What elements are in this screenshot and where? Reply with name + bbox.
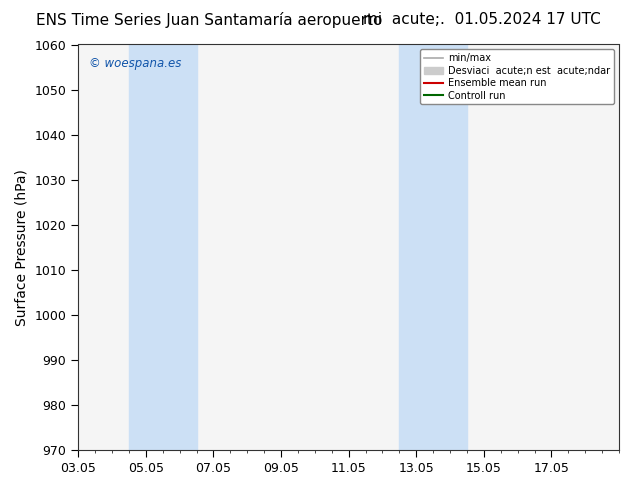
Bar — [399, 45, 467, 450]
Bar — [129, 45, 197, 450]
Text: mi  acute;.  01.05.2024 17 UTC: mi acute;. 01.05.2024 17 UTC — [363, 12, 601, 27]
Legend: min/max, Desviaci  acute;n est  acute;ndar, Ensemble mean run, Controll run: min/max, Desviaci acute;n est acute;ndar… — [420, 49, 614, 104]
Text: ENS Time Series Juan Santamaría aeropuerto: ENS Time Series Juan Santamaría aeropuer… — [36, 12, 382, 28]
Text: © woespana.es: © woespana.es — [89, 57, 181, 70]
Y-axis label: Surface Pressure (hPa): Surface Pressure (hPa) — [15, 169, 29, 326]
